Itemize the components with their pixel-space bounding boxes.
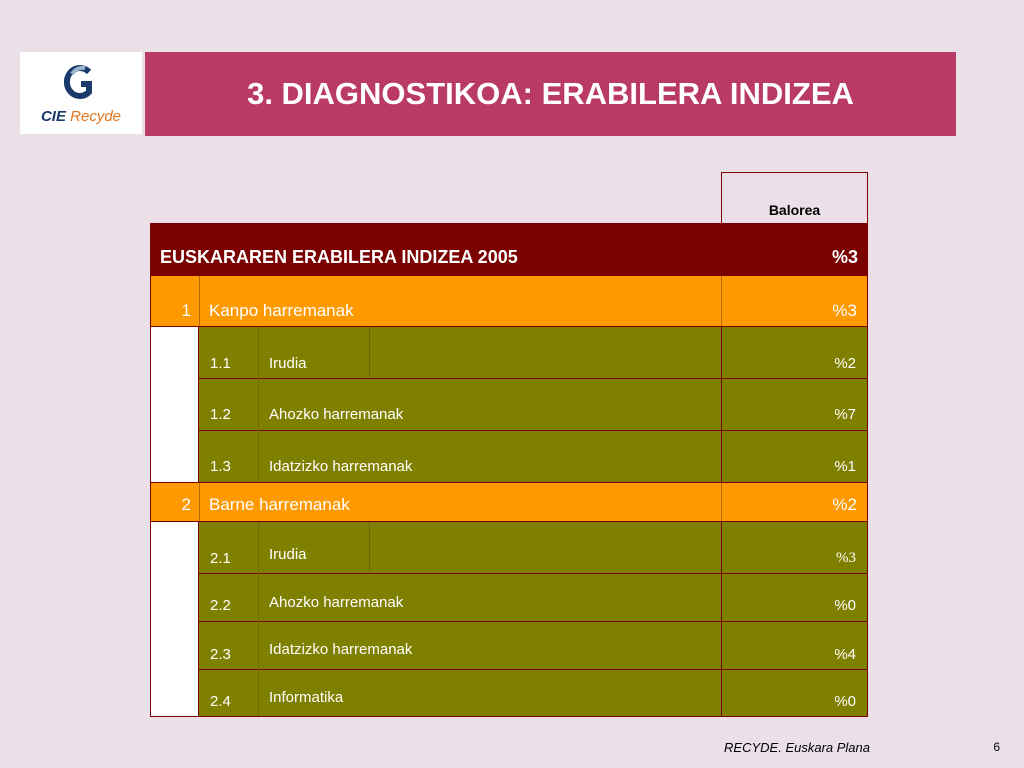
item-value: %0: [834, 693, 856, 710]
divider: [369, 327, 370, 378]
footer-text: RECYDE. Euskara Plana: [724, 740, 870, 755]
group-row: 2 Barne harremanak %2: [150, 482, 868, 522]
item-number: 2.4: [210, 693, 231, 710]
divider: [721, 522, 722, 716]
item-label: Informatika: [269, 689, 344, 706]
group-value: %3: [832, 301, 857, 320]
item-number: 1.3: [210, 458, 231, 475]
header-cell-balorea: Balorea: [721, 172, 868, 223]
item-label: Ahozko harremanak: [269, 406, 404, 423]
group-label: Kanpo harremanak: [209, 301, 354, 320]
item-value: %4: [834, 646, 856, 663]
group-value: %2: [832, 495, 857, 514]
item-value: %0: [834, 597, 856, 614]
item-label: Irudia: [269, 546, 307, 563]
group-number: 2: [181, 495, 191, 514]
row-divider: [199, 430, 867, 431]
group-label: Barne harremanak: [209, 495, 350, 514]
divider: [369, 522, 370, 573]
divider: [258, 522, 259, 716]
row-divider: [199, 378, 867, 379]
group-blank-column: [150, 327, 199, 482]
row-divider: [199, 669, 867, 670]
item-label: Idatzizko harremanak: [269, 458, 413, 475]
total-value: %3: [831, 247, 858, 267]
group-number: 1: [181, 301, 191, 320]
logo-brand-second: Recyde: [70, 108, 122, 125]
cie-recyde-logo: CIE Recyde: [20, 52, 142, 134]
group-items-block: 1.1 Irudia %2 1.2 Ahozko harremanak %7 1…: [199, 327, 868, 482]
divider: [199, 276, 200, 326]
logo-mark-icon: [63, 65, 92, 99]
item-number: 2.2: [210, 597, 231, 614]
item-value: %2: [834, 355, 856, 372]
item-value: %7: [834, 406, 856, 423]
item-label: Idatzizko harremanak: [269, 641, 413, 658]
logo-text: CIE Recyde: [20, 108, 142, 125]
column-header: Balorea: [768, 202, 821, 218]
total-label: EUSKARAREN ERABILERA INDIZEA 2005: [160, 247, 518, 267]
item-label: Ahozko harremanak: [269, 594, 404, 611]
group-items-block: 2.1 Irudia %3 2.2 Ahozko harremanak %0 2…: [199, 522, 868, 717]
divider: [721, 276, 722, 326]
divider: [258, 327, 259, 482]
row-divider: [199, 621, 867, 622]
group-blank-column: [150, 522, 199, 717]
item-value: %3: [836, 550, 856, 566]
item-number: 2.3: [210, 646, 231, 663]
row-divider: [199, 573, 867, 574]
title-bar: 3. DIAGNOSTIKOA: ERABILERA INDIZEA: [145, 52, 956, 136]
group-row: 1 Kanpo harremanak %3: [150, 275, 868, 327]
logo-brand-first: CIE: [40, 108, 66, 125]
divider: [199, 483, 200, 521]
item-value: %1: [834, 458, 856, 475]
total-row: EUSKARAREN ERABILERA INDIZEA 2005 %3: [150, 223, 868, 275]
item-number: 2.1: [210, 550, 231, 567]
page-number: 6: [993, 740, 1000, 754]
divider: [721, 327, 722, 482]
divider: [721, 483, 722, 521]
item-label: Irudia: [269, 355, 307, 372]
item-number: 1.2: [210, 406, 231, 423]
slide-title: 3. DIAGNOSTIKOA: ERABILERA INDIZEA: [247, 76, 854, 111]
item-number: 1.1: [210, 355, 231, 372]
